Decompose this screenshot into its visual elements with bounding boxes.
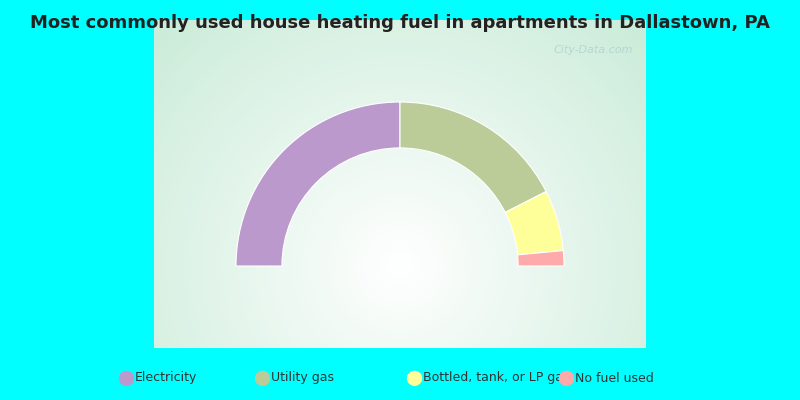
- Text: ⬤: ⬤: [557, 370, 574, 386]
- Text: Most commonly used house heating fuel in apartments in Dallastown, PA: Most commonly used house heating fuel in…: [30, 14, 770, 32]
- Text: Electricity: Electricity: [135, 372, 198, 384]
- Text: ⬤: ⬤: [405, 370, 422, 386]
- Text: Bottled, tank, or LP gas: Bottled, tank, or LP gas: [423, 372, 570, 384]
- Wedge shape: [518, 250, 564, 266]
- Wedge shape: [236, 102, 400, 266]
- Wedge shape: [506, 192, 563, 255]
- Text: Utility gas: Utility gas: [271, 372, 334, 384]
- Wedge shape: [400, 102, 546, 212]
- Text: ⬤: ⬤: [253, 370, 270, 386]
- Text: ⬤: ⬤: [117, 370, 134, 386]
- Text: City-Data.com: City-Data.com: [554, 45, 633, 55]
- Text: No fuel used: No fuel used: [575, 372, 654, 384]
